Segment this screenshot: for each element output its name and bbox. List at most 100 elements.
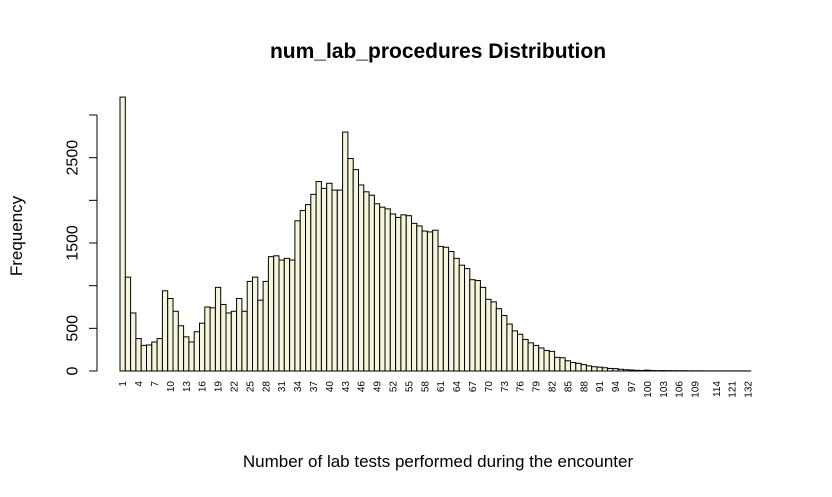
bar-88: [580, 364, 587, 372]
x-tick-label-70: 70: [484, 381, 495, 393]
x-tick-label-76: 76: [516, 381, 527, 393]
bar-61: [437, 245, 444, 372]
bar-99: [638, 369, 646, 372]
bar-31: [278, 259, 285, 372]
bar-15: [193, 331, 200, 372]
x-tick-label-4: 4: [134, 381, 145, 387]
x-tick-label-1: 1: [118, 381, 129, 387]
bar-26: [252, 276, 259, 372]
x-tick-label-19: 19: [214, 381, 225, 393]
bar-63: [448, 251, 455, 372]
x-axis-tick-labels: 1 4 7 10 13 16 19 22 25 28 31 34 37 40 43 46 49 52 55 58 61 6…: [118, 381, 754, 398]
bar-50: [379, 206, 386, 372]
bar-78: [527, 342, 534, 372]
x-tick-label-64: 64: [452, 381, 463, 393]
bar-79: [532, 344, 540, 372]
bar-68: [474, 280, 481, 372]
bar-38: [315, 181, 322, 372]
x-tick-label-79: 79: [532, 381, 543, 393]
bar-72: [495, 308, 503, 372]
x-tick-label-67: 67: [468, 381, 479, 393]
x-tick-label-55: 55: [404, 381, 415, 393]
bar-34: [294, 220, 301, 372]
bar-89: [585, 365, 593, 372]
bar-18: [209, 307, 216, 372]
bar-98: [633, 369, 640, 372]
bar-90: [591, 366, 598, 372]
bar-29: [267, 256, 275, 372]
bar-19: [214, 286, 222, 372]
bar-69: [479, 286, 487, 372]
x-tick-label-97: 97: [627, 381, 638, 393]
bar-70: [485, 298, 492, 372]
x-axis-label: Number of lab tests performed during the…: [243, 452, 634, 471]
bar-46: [358, 184, 365, 372]
x-tick-label-82: 82: [547, 381, 558, 393]
bar-76: [517, 333, 524, 372]
x-tick-label-106: 106: [675, 381, 686, 398]
x-tick-label-114: 114: [712, 381, 723, 397]
bar-87: [575, 362, 582, 372]
bar-35: [299, 210, 307, 372]
x-tick-label-58: 58: [420, 381, 431, 393]
bar-64: [453, 257, 460, 372]
y-tick-label-500: 500: [65, 315, 82, 342]
x-tick-label-91: 91: [595, 381, 606, 393]
bar-93: [607, 367, 614, 372]
x-tick-label-73: 73: [500, 381, 511, 393]
x-tick-label-37: 37: [309, 381, 320, 393]
bar-12: [177, 325, 185, 372]
x-tick-label-94: 94: [611, 381, 622, 393]
x-tick-label-121: 121: [728, 381, 739, 398]
bar-92: [601, 367, 609, 372]
x-tick-label-7: 7: [150, 381, 161, 387]
bar-36: [305, 204, 312, 372]
bar-91: [596, 366, 603, 372]
bar-66: [464, 268, 471, 372]
x-tick-label-49: 49: [373, 381, 384, 393]
x-tick-label-103: 103: [659, 381, 670, 398]
bar-16: [199, 322, 206, 372]
bar-75: [511, 330, 519, 372]
bar-52: [389, 213, 397, 372]
bar-14: [188, 341, 195, 372]
bar-80: [538, 347, 545, 372]
bar-74: [506, 323, 513, 372]
bar-40: [326, 182, 333, 372]
x-tick-label-40: 40: [325, 381, 336, 393]
bar-41: [331, 189, 338, 372]
y-tick-label-2500: 2500: [65, 140, 82, 176]
x-tick-label-61: 61: [436, 381, 447, 393]
bar-27: [257, 299, 264, 372]
x-tick-label-10: 10: [166, 381, 177, 393]
bar-10: [167, 297, 174, 372]
bar-7: [151, 341, 158, 372]
x-tick-label-52: 52: [388, 381, 399, 393]
bar-97: [628, 369, 635, 372]
bar-51: [384, 208, 391, 372]
bar-4: [135, 338, 142, 372]
bar-32: [283, 257, 291, 372]
bar-42: [336, 189, 344, 372]
y-tick-label-0: 0: [65, 366, 82, 375]
x-tick-label-16: 16: [198, 381, 209, 393]
x-tick-label-88: 88: [579, 381, 590, 393]
bar-96: [623, 369, 630, 372]
bar-83: [554, 356, 561, 372]
x-tick-label-31: 31: [277, 381, 288, 393]
bar-5: [140, 344, 147, 372]
y-tick-label-1500: 1500: [65, 225, 82, 261]
bar-95: [617, 368, 625, 372]
bar-82: [548, 350, 556, 372]
bar-28: [262, 280, 269, 372]
x-tick-label-25: 25: [245, 381, 256, 393]
x-tick-label-85: 85: [563, 381, 574, 393]
bar-65: [458, 264, 466, 372]
bar-11: [172, 310, 179, 372]
chart-title: num_lab_procedures Distribution: [270, 40, 606, 63]
bar-62: [442, 246, 450, 372]
bar-1: [119, 96, 126, 372]
x-tick-label-13: 13: [182, 381, 193, 393]
bar-57: [416, 225, 423, 372]
bar-30: [273, 255, 280, 372]
